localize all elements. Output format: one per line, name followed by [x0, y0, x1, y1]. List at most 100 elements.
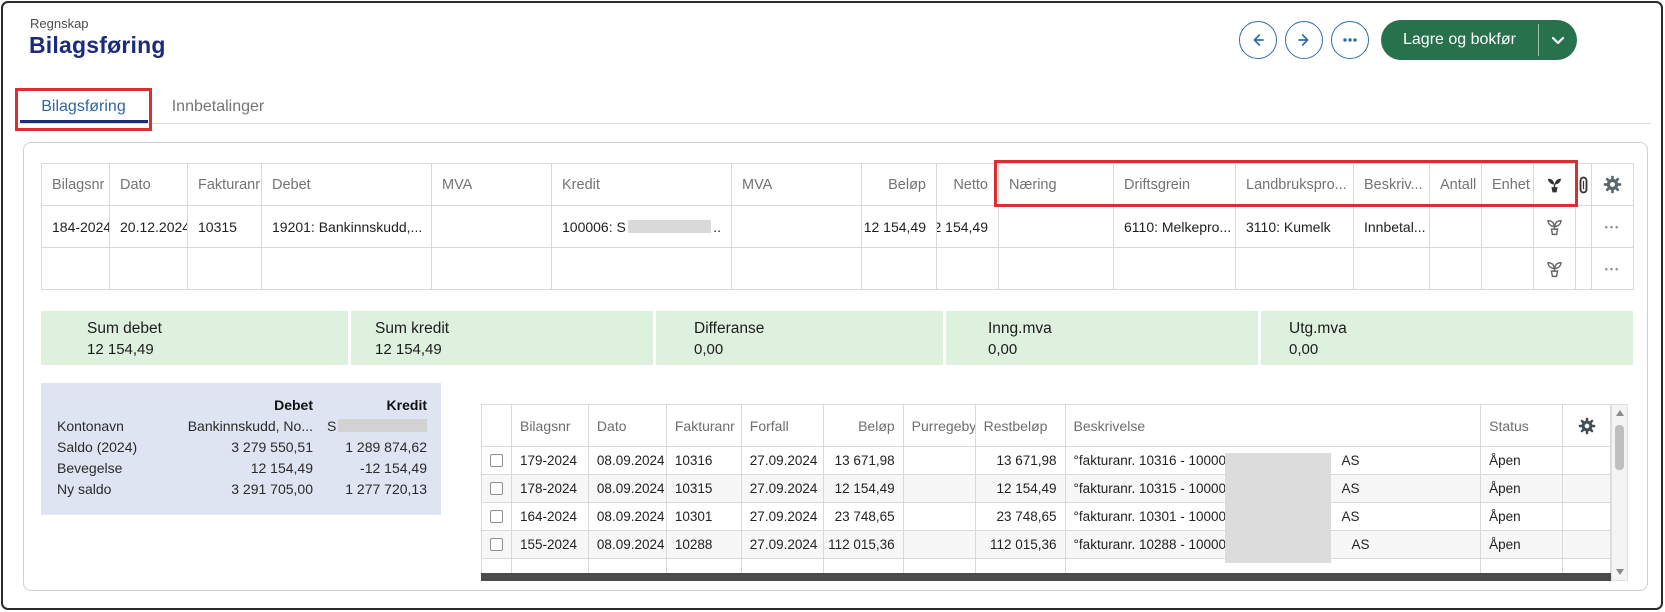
fakturanr-cell: 10288	[667, 531, 742, 559]
col-bilagsnr: Bilagsnr	[42, 164, 110, 206]
inng-mva-value: 0,00	[988, 341, 1258, 358]
cell-driftsgrein[interactable]: 6110: Melkepro...	[1114, 206, 1236, 248]
cell-debet[interactable]: 19201: Bankinnskudd,...	[262, 206, 432, 248]
row-menu-button[interactable]: •••	[1592, 206, 1634, 248]
cell-dato[interactable]: 20.12.2024	[110, 206, 188, 248]
fakturanr-cell: 10316	[667, 447, 742, 475]
ellipsis-icon	[1340, 30, 1360, 50]
row-agriculture-button[interactable]	[1534, 206, 1576, 248]
status-cell: Åpen	[1481, 503, 1563, 531]
next-voucher-button[interactable]	[1285, 21, 1323, 59]
voucher-table-settings[interactable]	[1592, 164, 1634, 206]
balance-col-kredit: Kredit	[313, 397, 427, 413]
row-menu-button[interactable]: •••	[1592, 248, 1634, 290]
row-agriculture-button[interactable]	[1534, 248, 1576, 290]
bilagsnr-cell: 178-2024	[512, 475, 589, 503]
row-checkbox[interactable]	[490, 510, 503, 523]
inng-mva-label: Inng.mva	[988, 320, 1258, 338]
kredit-value: 1 277 720,13	[313, 481, 427, 497]
row-checkbox[interactable]	[490, 482, 503, 495]
cell-dato[interactable]	[110, 248, 188, 290]
cell-netto[interactable]: 12 154,49	[937, 206, 999, 248]
cell-fakturanr[interactable]	[188, 248, 262, 290]
cell-antall[interactable]	[1430, 248, 1482, 290]
cell-beskrivelse[interactable]	[1354, 248, 1430, 290]
row-checkbox[interactable]	[490, 538, 503, 551]
cell-enhet[interactable]	[1482, 206, 1534, 248]
cell-mva-2[interactable]	[732, 248, 862, 290]
scroll-up-arrow[interactable]	[1616, 410, 1624, 416]
cell-kredit[interactable]: 100006: S ..	[552, 206, 732, 248]
scroll-down-arrow[interactable]	[1616, 569, 1624, 575]
utg-mva-value: 0,00	[1289, 341, 1633, 358]
arrow-right-icon	[1294, 30, 1314, 50]
cell-belop[interactable]: 12 154,49	[862, 206, 937, 248]
paperclip-icon	[1579, 176, 1588, 194]
cell-belop[interactable]	[862, 248, 937, 290]
sum-debet-label: Sum debet	[87, 320, 348, 338]
total-differanse: Differanse 0,00	[656, 311, 943, 365]
cell-landbruksprodukt[interactable]: 3110: Kumelk	[1236, 206, 1354, 248]
col-landbruksprodukt: Landbrukspro...	[1236, 164, 1354, 206]
beskrivelse-suffix: AS	[1352, 531, 1370, 558]
row-checkbox[interactable]	[490, 454, 503, 467]
gear-icon	[1578, 417, 1596, 435]
cell-bilagsnr[interactable]	[42, 248, 110, 290]
kredit-value: S	[313, 418, 427, 434]
row-attachment-cell[interactable]	[1576, 248, 1592, 290]
beskrivelse-suffix: AS	[1342, 447, 1360, 474]
cell-fakturanr[interactable]: 10315	[188, 206, 262, 248]
cell-mva-1[interactable]	[432, 206, 552, 248]
restbelop-cell: 112 015,36	[976, 531, 1066, 559]
cell-beskrivelse[interactable]: Innbetal...	[1354, 206, 1430, 248]
cell-antall[interactable]	[1430, 206, 1482, 248]
tab-innbetalinger[interactable]: Innbetalinger	[163, 90, 273, 124]
cell-naering[interactable]	[999, 248, 1114, 290]
cell-netto[interactable]	[937, 248, 999, 290]
save-options-dropdown[interactable]	[1539, 20, 1577, 60]
col-attachment[interactable]	[1576, 164, 1592, 206]
open-items-settings[interactable]	[1563, 405, 1610, 447]
scrollbar-thumb[interactable]	[1615, 425, 1624, 470]
cell-mva-1[interactable]	[432, 248, 552, 290]
tab-bilagsforing[interactable]: Bilagsføring	[16, 90, 151, 124]
open-item-row-3[interactable]: 164-2024 08.09.2024 10301 27.09.2024 23 …	[482, 503, 1610, 531]
save-and-post-button[interactable]: Lagre og bokfør	[1381, 20, 1577, 60]
cell-enhet[interactable]	[1482, 248, 1534, 290]
beskrivelse-suffix: AS	[1342, 475, 1360, 502]
col-mva-2: MVA	[732, 164, 862, 206]
purregebyr-cell	[904, 475, 976, 503]
col-netto: Netto	[937, 164, 999, 206]
col-select	[482, 405, 512, 447]
open-item-row-1[interactable]: 179-2024 08.09.2024 10316 27.09.2024 13 …	[482, 447, 1610, 475]
col-agriculture[interactable]	[1534, 164, 1576, 206]
cell-naering[interactable]	[999, 206, 1114, 248]
more-actions-button[interactable]	[1331, 21, 1369, 59]
beskrivelse-text: °fakturanr. 10315 - 100006 -	[1074, 481, 1242, 496]
status-cell: Åpen	[1481, 475, 1563, 503]
row-attachment-cell[interactable]	[1576, 206, 1592, 248]
select-cell	[482, 531, 512, 559]
cell-bilagsnr[interactable]: 184-2024	[42, 206, 110, 248]
beskrivelse-text: °fakturanr. 10288 - 100006 -	[1074, 537, 1242, 552]
cell-kredit[interactable]	[552, 248, 732, 290]
breadcrumb[interactable]: Regnskap	[30, 16, 89, 31]
row-actions-cell	[1563, 531, 1610, 559]
open-item-row-4[interactable]: 155-2024 08.09.2024 10288 27.09.2024 112…	[482, 531, 1610, 559]
voucher-table: Bilagsnr Dato Fakturanr Debet MVA Kredit…	[41, 163, 1634, 290]
col-fakturanr: Fakturanr	[667, 405, 742, 447]
previous-voucher-button[interactable]	[1239, 21, 1277, 59]
kredit-text: 100006: S	[562, 219, 626, 235]
ellipsis-icon: •••	[1605, 222, 1620, 232]
cell-driftsgrein[interactable]	[1114, 248, 1236, 290]
cell-landbruksprodukt[interactable]	[1236, 248, 1354, 290]
dato-cell: 08.09.2024	[589, 475, 667, 503]
col-belop: Beløp	[824, 405, 904, 447]
cell-mva-2[interactable]	[732, 206, 862, 248]
col-restbelop: Restbeløp	[976, 405, 1066, 447]
cell-debet[interactable]	[262, 248, 432, 290]
open-items-scrollbar[interactable]	[1611, 404, 1628, 581]
col-dato: Dato	[589, 405, 667, 447]
belop-cell: 112 015,36	[824, 531, 904, 559]
open-item-row-2[interactable]: 178-2024 08.09.2024 10315 27.09.2024 12 …	[482, 475, 1610, 503]
